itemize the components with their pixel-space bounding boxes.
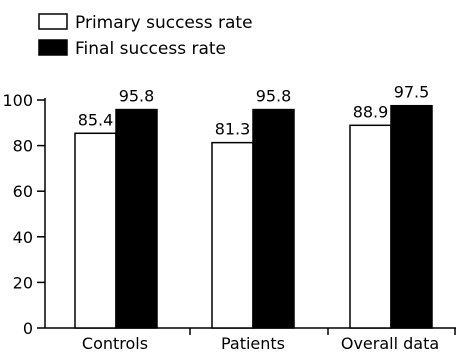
legend-swatch-primary	[38, 13, 68, 30]
y-tick-label: 20	[13, 273, 33, 292]
legend: Primary success rate Final success rate	[38, 13, 253, 59]
bar-primary	[211, 141, 254, 329]
y-tick-label: 60	[13, 182, 33, 201]
data-label: 85.4	[78, 110, 114, 129]
legend-swatch-final	[38, 39, 68, 56]
bar-final	[390, 104, 433, 329]
bars	[74, 104, 433, 329]
data-labels: 85.4 95.8 81.3 95.8 88.9 97.5	[78, 83, 430, 139]
y-tick-label: 0	[23, 319, 33, 338]
data-label: 97.5	[394, 83, 430, 102]
bar-primary	[74, 132, 117, 329]
data-label: 81.3	[215, 120, 251, 139]
legend-label-final: Final success rate	[75, 39, 226, 59]
y-tick-label: 80	[13, 137, 33, 156]
bar-final	[252, 108, 295, 329]
data-label: 95.8	[119, 87, 155, 106]
y-tick-label: 100	[2, 91, 33, 110]
bar-primary	[349, 124, 392, 329]
data-label: 95.8	[256, 87, 292, 106]
bar-final	[115, 108, 158, 329]
x-category-label: Overall data	[341, 334, 439, 352]
legend-label-primary: Primary success rate	[75, 13, 253, 33]
x-category-label: Patients	[221, 334, 285, 352]
x-axis: Controls Patients Overall data	[45, 327, 456, 352]
y-tick-label: 40	[13, 228, 33, 247]
data-label: 88.9	[353, 102, 389, 121]
y-axis: 0 20 40 60 80 100	[2, 91, 46, 338]
x-category-label: Controls	[82, 334, 148, 352]
